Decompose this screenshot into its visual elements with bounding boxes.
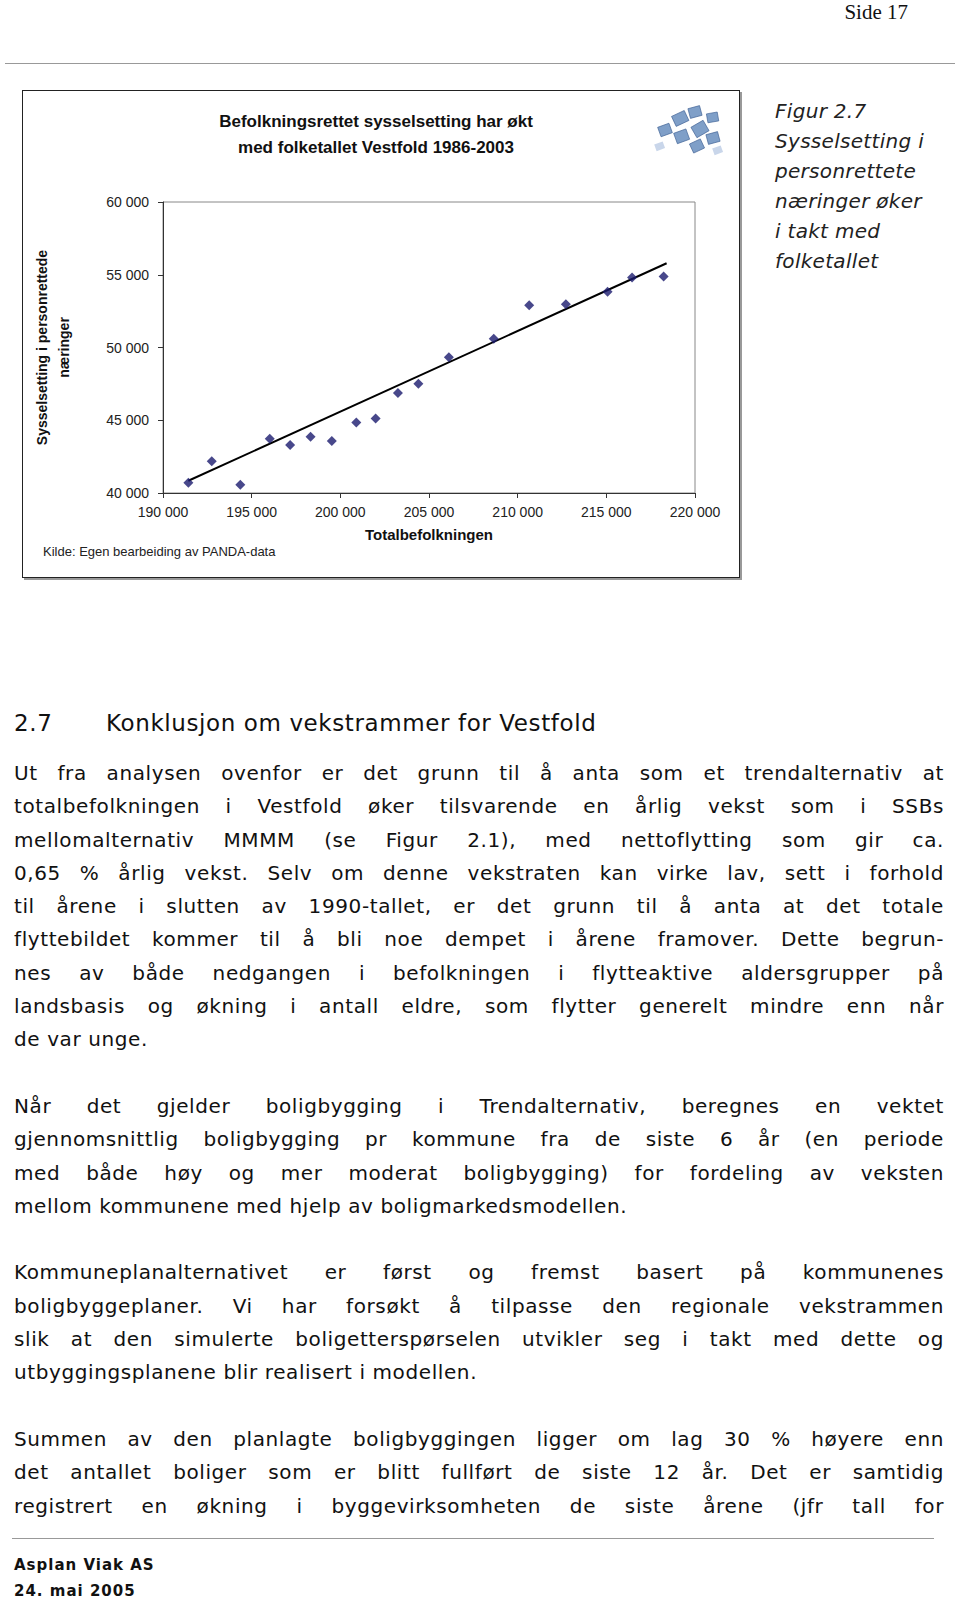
- svg-text:220 000: 220 000: [670, 504, 721, 520]
- html-text:Figur 2.7: Figur 2.7: [775, 99, 867, 123]
- html-text:til årene i slutten av 1990-ta: til årene i slutten av 1990-tallet, er d…: [14, 894, 944, 919]
- html-text:med både høy og mer moderat bo: med både høy og mer moderat boligbygging…: [14, 1160, 944, 1185]
- html-text:boligbyggeplaner. Vi har forsø: boligbyggeplaner. Vi har forsøkt å tilpa…: [14, 1293, 944, 1318]
- svg-text:Totalbefolkningen: Totalbefolkningen: [365, 526, 493, 543]
- svg-text:Befolkningsrettet sysselsettin: Befolkningsrettet sysselsetting har økt: [219, 112, 533, 131]
- html-text:folketallet: folketallet: [775, 249, 879, 273]
- html-text:gjennomsnittlig boligbygging p: gjennomsnittlig boligbygging pr kommune …: [14, 1127, 944, 1152]
- svg-text:200 000: 200 000: [315, 504, 366, 520]
- html-text:slik at den simulerte boligett: slik at den simulerte boligetterspørsele…: [14, 1327, 944, 1351]
- svg-text:215 000: 215 000: [581, 504, 632, 520]
- html-text:landsbasis og økning i antall: landsbasis og økning i antall eldre, som…: [14, 994, 944, 1019]
- html-text:Asplan Viak AS: Asplan Viak AS: [14, 1556, 155, 1574]
- svg-text:205 000: 205 000: [404, 504, 455, 520]
- html-text:mellomalternativ MMMM (se Figu: mellomalternativ MMMM (se Figur 2.1), me…: [14, 827, 944, 852]
- html-text:24. mai 2005: 24. mai 2005: [14, 1582, 136, 1600]
- html-text:totalbefolkningen i Vestfold ø: totalbefolkningen i Vestfold øker tilsva…: [14, 794, 944, 819]
- svg-text:55 000: 55 000: [106, 267, 149, 283]
- svg-text:Kilde: Egen bearbeiding av PAN: Kilde: Egen bearbeiding av PANDA-data: [43, 544, 276, 559]
- svg-text:40 000: 40 000: [106, 485, 149, 501]
- svg-text:Sysselsetting i personrettede: Sysselsetting i personrettede: [34, 250, 50, 446]
- svg-text:195 000: 195 000: [226, 504, 277, 520]
- html-text:Konklusjon om vekstrammer for: Konklusjon om vekstrammer for Vestfold: [106, 710, 597, 736]
- html-text:i takt med: i takt med: [775, 219, 881, 243]
- svg-text:190 000: 190 000: [138, 504, 189, 520]
- html-text:utbyggingsplanene blir realise: utbyggingsplanene blir realisert i model…: [14, 1360, 478, 1385]
- svg-text:næringer: næringer: [56, 317, 72, 378]
- html-text:mellom kommunene med hjelp av: mellom kommunene med hjelp av boligmarke…: [14, 1193, 628, 1218]
- svg-text:60 000: 60 000: [106, 194, 149, 210]
- html-text:personrettete: personrettete: [775, 159, 917, 183]
- html-text:Når det gjelder boligbygging i: Når det gjelder boligbygging i Trendalte…: [14, 1094, 944, 1118]
- html-text:Side 17: Side 17: [844, 0, 908, 24]
- html-text:flyttebildet kommer til å bli: flyttebildet kommer til å bli noe dempet…: [14, 927, 944, 952]
- html-text:næringer øker: næringer øker: [775, 189, 922, 213]
- svg-text:50 000: 50 000: [106, 340, 149, 356]
- html-text:2.7: 2.7: [14, 710, 53, 736]
- svg-text:med folketallet Vestfold 1986-: med folketallet Vestfold 1986-2003: [238, 138, 514, 157]
- svg-text:45 000: 45 000: [106, 412, 149, 428]
- html-text:Sysselsetting i: Sysselsetting i: [775, 129, 924, 153]
- html-text:det antallet boliger som er bl: det antallet boliger som er blitt fullfø…: [14, 1460, 944, 1485]
- svg-text:210 000: 210 000: [492, 504, 543, 520]
- html-text:nes av både nedgangen i befolk: nes av både nedgangen i befolkningen i f…: [14, 960, 944, 985]
- html-text:Kommuneplanalternativet er før: Kommuneplanalternativet er først og frem…: [14, 1260, 944, 1285]
- html-text:Summen av den planlagte boligb: Summen av den planlagte boligbyggingen l…: [14, 1426, 944, 1451]
- html-text:Ut fra analysen ovenfor er det: Ut fra analysen ovenfor er det grunn til…: [14, 761, 944, 785]
- html-text:registrert en økning i byggevi: registrert en økning i byggevirksomheten…: [14, 1493, 944, 1518]
- html-text:0,65 % årlig vekst. Selv om de: 0,65 % årlig vekst. Selv om denne vekstr…: [14, 860, 944, 885]
- html-text:de var unge.: de var unge.: [14, 1027, 148, 1052]
